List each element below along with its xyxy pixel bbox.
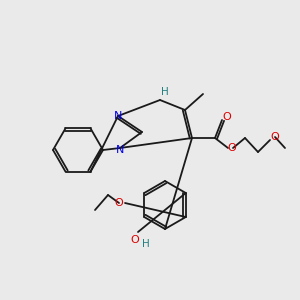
Text: H: H [142, 239, 150, 249]
Text: O: O [223, 112, 231, 122]
Text: O: O [130, 235, 140, 245]
Text: H: H [161, 87, 169, 97]
Text: O: O [271, 132, 279, 142]
Text: O: O [228, 143, 236, 153]
Text: N: N [116, 145, 124, 155]
Text: N: N [114, 111, 122, 121]
Text: O: O [115, 198, 123, 208]
